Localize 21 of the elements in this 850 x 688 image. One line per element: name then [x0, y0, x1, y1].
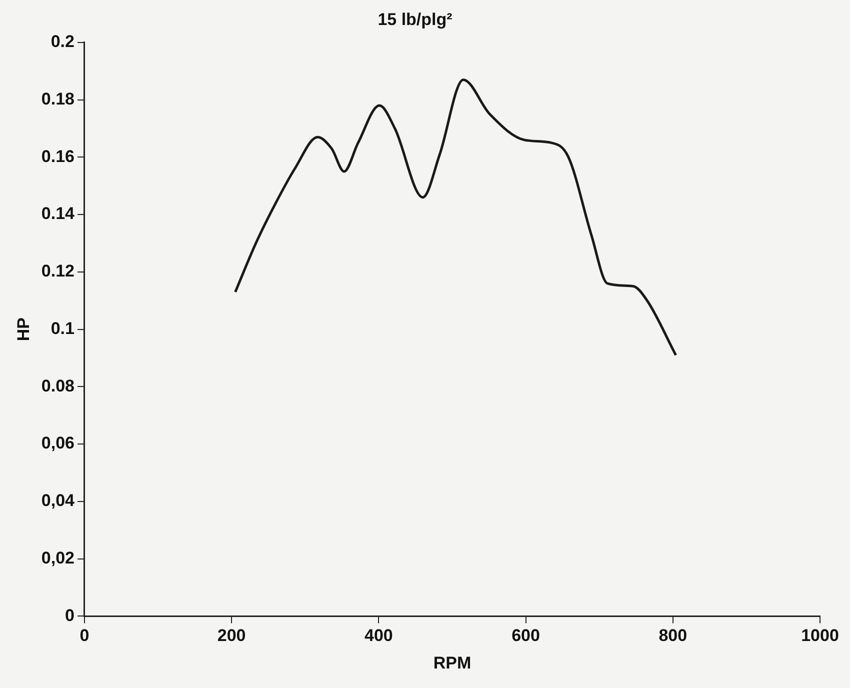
y-tick-label: 0,04: [41, 491, 76, 510]
x-tick-label: 0: [80, 626, 90, 646]
x-tick-label: 600: [512, 626, 540, 646]
x-tick-label: 1000: [801, 626, 839, 646]
y-tick-label: 0: [65, 606, 74, 625]
x-axis-title: RPM: [433, 653, 472, 672]
y-axis-title: HP: [14, 317, 33, 342]
y-tick-label: 0,02: [41, 548, 74, 568]
y-tick-label: 0.18: [41, 89, 74, 108]
y-tick-label: 0.12: [41, 262, 74, 281]
y-tick-label: 0.16: [41, 146, 74, 166]
y-tick-label: 0.2: [50, 32, 74, 52]
x-tick-label: 400: [364, 626, 393, 646]
y-tick-label: 0,06: [41, 434, 74, 453]
x-tick-label: 800: [658, 626, 688, 646]
y-tick-label: 0.1: [50, 318, 74, 338]
x-tick-label: 200: [217, 626, 246, 646]
y-tick-label: 0.14: [41, 204, 76, 224]
y-tick-label: 0.08: [41, 376, 74, 396]
line-series: [234, 78, 678, 356]
chart-title: 15 lb/plg²: [378, 10, 453, 29]
